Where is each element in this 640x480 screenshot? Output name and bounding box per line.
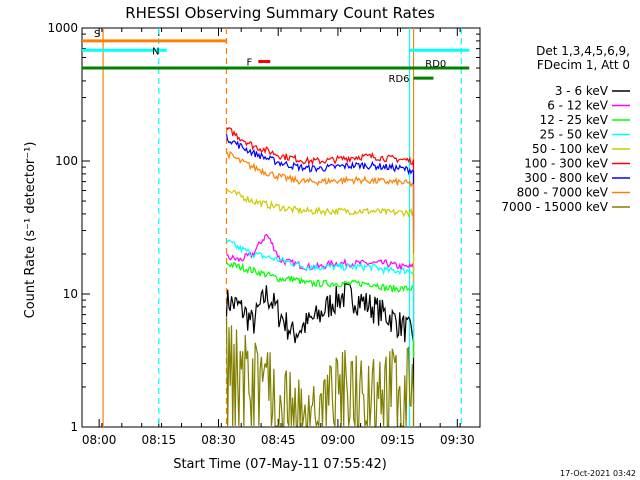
x-tick-label: 09:30	[440, 433, 475, 447]
flag-label: RD6	[389, 74, 410, 85]
legend-entry-label: 6 - 12 keV	[547, 99, 609, 113]
y-tick-label: 100	[55, 154, 78, 168]
legend-entry-label: 12 - 25 keV	[540, 113, 609, 127]
flag-label: RD0	[425, 59, 446, 70]
x-tick-label: 09:15	[380, 433, 415, 447]
series-line	[225, 317, 415, 427]
legend-header: FDecim 1, Att 0	[537, 58, 630, 72]
flag-label: F	[247, 57, 253, 68]
plot-area: 1 10 100 1000 08:00 08:15 08:30 08:45 09:00 09:15…	[47, 21, 481, 447]
legend-entry-label: 300 - 800 keV	[524, 171, 608, 185]
legend-entry-label: 3 - 6 keV	[555, 84, 609, 98]
y-tick-label: 10	[63, 287, 78, 301]
series-line	[225, 261, 415, 358]
x-tick-label: 08:00	[82, 433, 117, 447]
flag-label: N	[152, 46, 159, 57]
series-line	[225, 282, 415, 404]
legend-entry-label: 50 - 100 keV	[532, 142, 609, 156]
legend-header: Det 1,3,4,5,6,9,	[536, 44, 630, 58]
legend-entry-label: 7000 - 15000 keV	[501, 200, 608, 214]
series-line	[226, 189, 415, 282]
plot-frame	[81, 27, 481, 428]
legend-entry-label: 25 - 50 keV	[540, 128, 609, 142]
x-tick-label: 08:15	[142, 433, 177, 447]
footer-timestamp: 17-Oct-2021 03:42	[560, 469, 636, 478]
series-line	[226, 239, 415, 341]
series-line	[226, 127, 415, 231]
x-tick-label: 08:30	[201, 433, 236, 447]
y-tick-label: 1000	[47, 21, 78, 35]
legend-entry-label: 100 - 300 keV	[524, 157, 608, 171]
series-line	[225, 150, 415, 254]
legend-entry-label: 800 - 7000 keV	[517, 186, 609, 200]
series-line	[226, 233, 415, 337]
y-tick-label: 1	[70, 420, 78, 434]
flag-label: S	[94, 29, 100, 40]
legend: Det 1,3,4,5,6,9,FDecim 1, Att 0 3 - 6 keV…	[501, 44, 630, 214]
x-axis-label: Start Time (07-May-11 07:55:42)	[173, 457, 387, 472]
x-tick-label: 08:45	[261, 433, 296, 447]
series-line	[225, 134, 415, 240]
y-axis-label: Count Rate (s⁻¹ detector⁻¹)	[23, 142, 38, 319]
x-tick-label: 09:00	[321, 433, 356, 447]
chart-title: RHESSI Observing Summary Count Rates	[125, 4, 435, 22]
